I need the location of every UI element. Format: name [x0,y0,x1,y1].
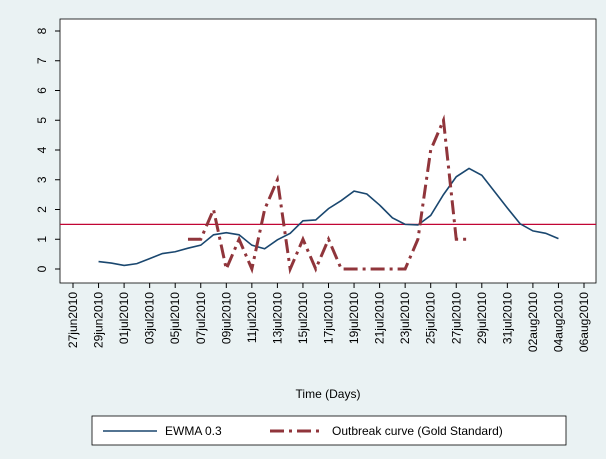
x-tick-label: 15jul2010 [296,292,310,344]
y-tick-label: 7 [35,57,49,64]
y-tick-label: 6 [35,87,49,94]
y-tick-label: 1 [35,236,49,243]
x-tick-label: 02aug2010 [526,292,540,352]
x-tick-label: 29jul2010 [475,292,489,344]
x-tick-label: 17jul2010 [322,292,336,344]
x-tick-label: 29jun2010 [92,292,106,348]
y-tick-label: 3 [35,176,49,183]
x-axis-title: Time (Days) [296,387,361,401]
y-tick-label: 2 [35,206,49,213]
legend-label: EWMA 0.3 [165,424,222,438]
x-tick-label: 01jul2010 [117,292,131,344]
plot-area [59,18,597,284]
x-tick-label: 21jul2010 [373,292,387,344]
x-tick-label: 27jun2010 [66,292,80,348]
x-tick-label: 25jul2010 [424,292,438,344]
y-tick-label: 8 [35,27,49,34]
x-tick-label: 07jul2010 [194,292,208,344]
x-tick-label: 23jul2010 [398,292,412,344]
x-tick-label: 19jul2010 [347,292,361,344]
legend-label: Outbreak curve (Gold Standard) [332,424,503,438]
x-tick-label: 06aug2010 [577,292,591,352]
y-tick-label: 0 [35,265,49,272]
x-tick-label: 03jul2010 [143,292,157,344]
y-tick-label: 4 [35,146,49,153]
y-tick-label: 5 [35,117,49,124]
x-tick-label: 09jul2010 [219,292,233,344]
x-tick-label: 27jul2010 [449,292,463,344]
series-line [98,167,559,267]
x-tick-label: 04aug2010 [551,292,565,352]
x-tick-label: 11jul2010 [245,292,259,343]
x-tick-label: 13jul2010 [270,292,284,344]
series-line [187,114,470,275]
x-tick-label: 05jul2010 [168,292,182,344]
x-tick-label: 31jul2010 [500,292,514,344]
legend [91,415,567,446]
